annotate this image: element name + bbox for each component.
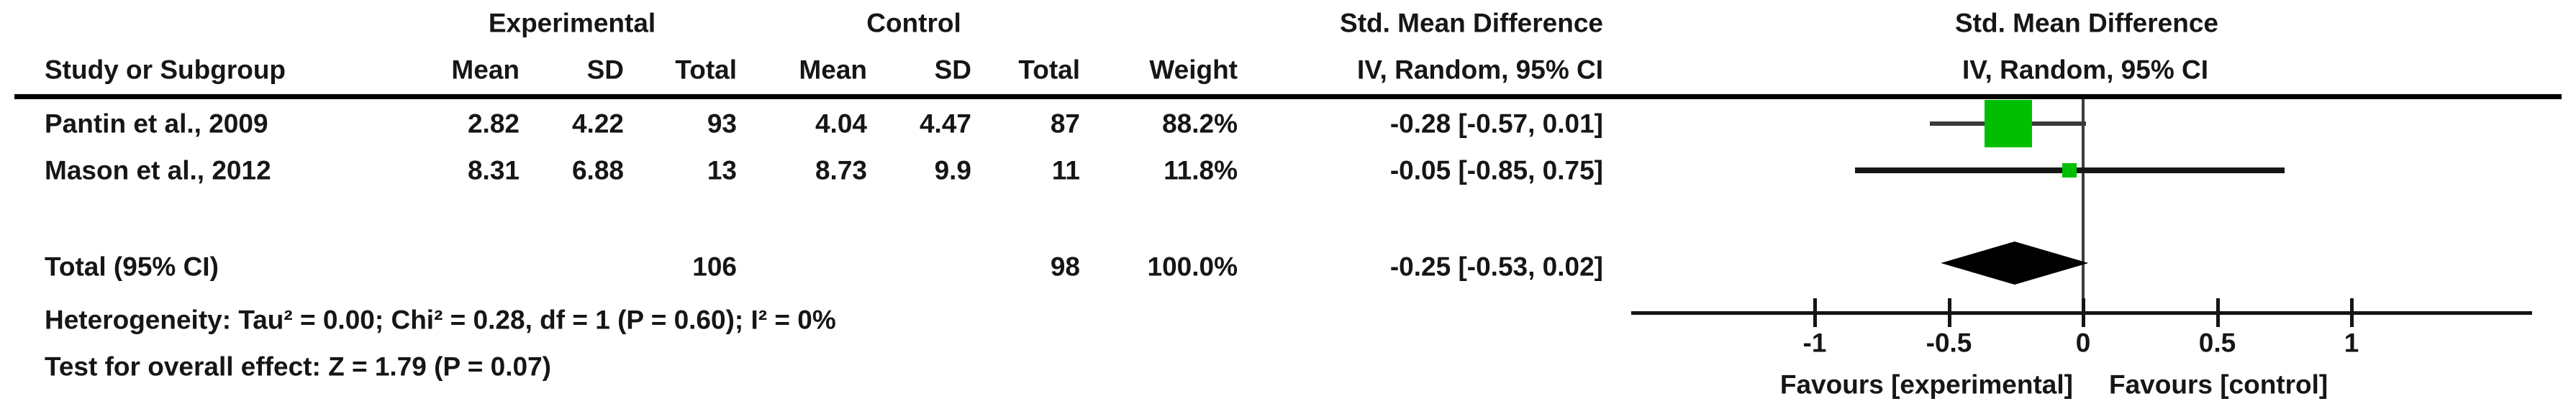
cell-effect-ci: -0.28 [-0.57, 0.01]	[1389, 109, 1603, 139]
weight-square	[1984, 100, 2032, 147]
col-header-total-exp: Total	[675, 55, 737, 85]
cell-sd-exp: 4.22	[571, 109, 624, 139]
overall-effect-note: Test for overall effect: Z = 1.79 (P = 0…	[45, 351, 551, 382]
axis-tick	[2350, 298, 2354, 327]
zero-line	[2082, 99, 2085, 313]
favours-control-label: Favours [control]	[2109, 369, 2328, 400]
cell-mean-ctrl: 8.73	[815, 155, 867, 185]
col-header-mean-ctrl: Mean	[799, 55, 867, 85]
col-header-study: Study or Subgroup	[45, 55, 286, 85]
cell-mean-exp: 2.82	[467, 109, 520, 139]
axis-tick-label: -0.5	[1926, 328, 1972, 358]
axis-tick	[1813, 298, 1817, 327]
favours-experimental-label: Favours [experimental]	[1779, 369, 2073, 400]
cell-mean-exp: 8.31	[467, 155, 520, 185]
axis-tick-label: -1	[1802, 328, 1827, 358]
col-header-total-ctrl: Total	[1018, 55, 1080, 85]
cell-weight: 88.2%	[1162, 109, 1238, 139]
cell-sd-exp: 6.88	[571, 155, 624, 185]
plot-header-effect: Std. Mean Difference	[1955, 8, 2218, 38]
col-header-mean-exp: Mean	[451, 55, 520, 85]
col-header-weight: Weight	[1149, 55, 1238, 85]
axis-tick	[2082, 298, 2085, 327]
group-header-control: Control	[866, 8, 961, 38]
cell-effect-ci: -0.05 [-0.85, 0.75]	[1389, 155, 1603, 185]
study-row-label: Mason et al., 2012	[45, 155, 271, 185]
weight-square	[2062, 163, 2077, 178]
total-row-label: Total (95% CI)	[45, 252, 219, 282]
cell-sd-ctrl: 4.47	[919, 109, 971, 139]
plot-header-model: IV, Random, 95% CI	[1962, 55, 2209, 85]
group-header-experimental: Experimental	[488, 8, 656, 38]
axis-tick-label: 1	[2344, 328, 2359, 358]
cell-total-ctrl: 87	[1050, 109, 1080, 139]
axis-tick	[2216, 298, 2220, 327]
col-header-sd-exp: SD	[586, 55, 624, 85]
heterogeneity-note: Heterogeneity: Tau² = 0.00; Chi² = 0.28,…	[45, 305, 836, 335]
total-cell-total-exp: 106	[692, 252, 737, 282]
cell-weight: 11.8%	[1164, 155, 1238, 185]
cell-mean-ctrl: 4.04	[815, 109, 867, 139]
cell-total-exp: 13	[707, 155, 737, 185]
header-rule	[14, 94, 2562, 99]
axis-tick-label: 0.5	[2198, 328, 2236, 358]
axis-tick	[1947, 298, 1951, 327]
total-cell-total-ctrl: 98	[1050, 252, 1080, 282]
group-header-effect: Std. Mean Difference	[1340, 8, 1603, 38]
total-cell-effect-ci: -0.25 [-0.53, 0.02]	[1389, 252, 1603, 282]
cell-sd-ctrl: 9.9	[934, 155, 971, 185]
total-diamond	[1941, 242, 2089, 285]
cell-total-ctrl: 11	[1051, 155, 1080, 185]
study-row-label: Pantin et al., 2009	[45, 109, 268, 139]
axis-tick-label: 0	[2075, 328, 2091, 358]
cell-total-exp: 93	[707, 109, 737, 139]
col-header-sd-ctrl: SD	[934, 55, 971, 85]
total-cell-weight: 100.0%	[1147, 252, 1238, 282]
col-header-effect-ci: IV, Random, 95% CI	[1356, 55, 1603, 85]
